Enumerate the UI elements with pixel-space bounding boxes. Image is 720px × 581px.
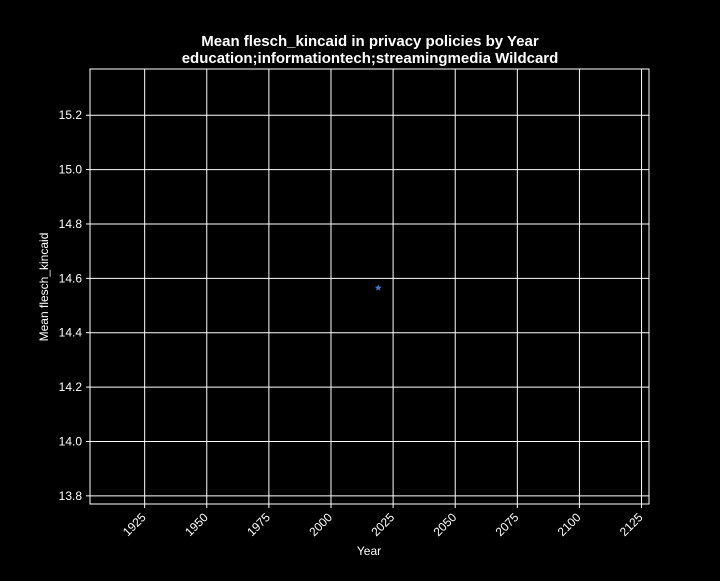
data-point	[374, 284, 382, 291]
y-axis-label: Mean flesch_kincaid	[37, 233, 51, 342]
plot-frame	[89, 68, 650, 505]
chart-title: Mean flesch_kincaid in privacy policies …	[201, 33, 539, 50]
x-tick-label: 2025	[368, 510, 397, 539]
grid	[90, 69, 649, 504]
x-tick-label: 2100	[555, 510, 584, 539]
x-tick-label: 2000	[306, 510, 335, 539]
y-tick-label: 14.0	[59, 434, 83, 448]
x-tick-label: 2125	[617, 510, 646, 539]
x-tick-label: 1950	[182, 510, 211, 539]
x-tick-label: 1925	[120, 510, 149, 539]
x-axis-label: Year	[357, 544, 381, 558]
x-tick-label: 2075	[493, 510, 522, 539]
chart-subtitle: education;informationtech;streamingmedia…	[182, 50, 559, 67]
x-tick-label: 1975	[244, 510, 273, 539]
y-tick-label: 14.4	[59, 326, 83, 340]
y-tick-label: 15.2	[59, 108, 83, 122]
y-tick-label: 14.8	[59, 217, 83, 231]
y-tick-label: 13.8	[59, 489, 83, 503]
data-points	[374, 284, 382, 291]
ticks: 1925 1950 1975 2000 2025 2050 2075 2100 2125 13.8…	[59, 108, 646, 539]
x-tick-label: 2050	[431, 510, 460, 539]
y-tick-label: 14.2	[59, 380, 83, 394]
y-tick-label: 14.6	[59, 271, 83, 285]
y-tick-label: 15.0	[59, 163, 83, 177]
